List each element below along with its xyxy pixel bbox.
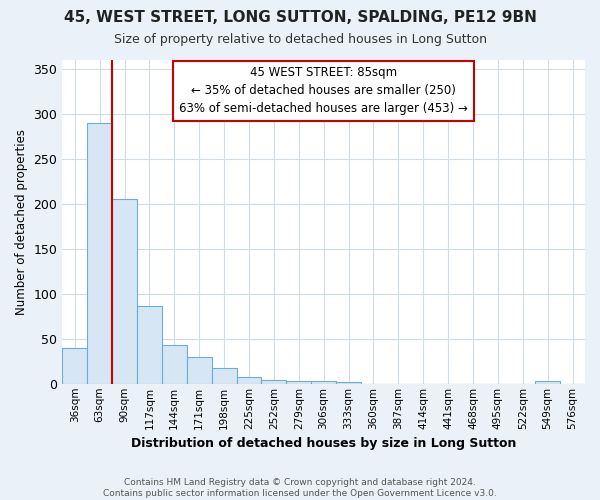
Text: Size of property relative to detached houses in Long Sutton: Size of property relative to detached ho…: [113, 32, 487, 46]
Bar: [62, 348, 87, 384]
Bar: [187, 357, 212, 384]
Bar: [87, 123, 112, 384]
Bar: [262, 380, 286, 384]
Bar: [311, 381, 336, 384]
Text: 45, WEST STREET, LONG SUTTON, SPALDING, PE12 9BN: 45, WEST STREET, LONG SUTTON, SPALDING, …: [64, 10, 536, 25]
Bar: [336, 382, 361, 384]
Bar: [236, 376, 262, 384]
Bar: [137, 306, 162, 384]
X-axis label: Distribution of detached houses by size in Long Sutton: Distribution of detached houses by size …: [131, 437, 517, 450]
Y-axis label: Number of detached properties: Number of detached properties: [15, 129, 28, 315]
Bar: [162, 345, 187, 384]
Bar: [112, 200, 137, 384]
Text: Contains HM Land Registry data © Crown copyright and database right 2024.
Contai: Contains HM Land Registry data © Crown c…: [103, 478, 497, 498]
Bar: [535, 381, 560, 384]
Bar: [286, 381, 311, 384]
Bar: [212, 368, 236, 384]
Text: 45 WEST STREET: 85sqm
← 35% of detached houses are smaller (250)
63% of semi-det: 45 WEST STREET: 85sqm ← 35% of detached …: [179, 66, 468, 116]
